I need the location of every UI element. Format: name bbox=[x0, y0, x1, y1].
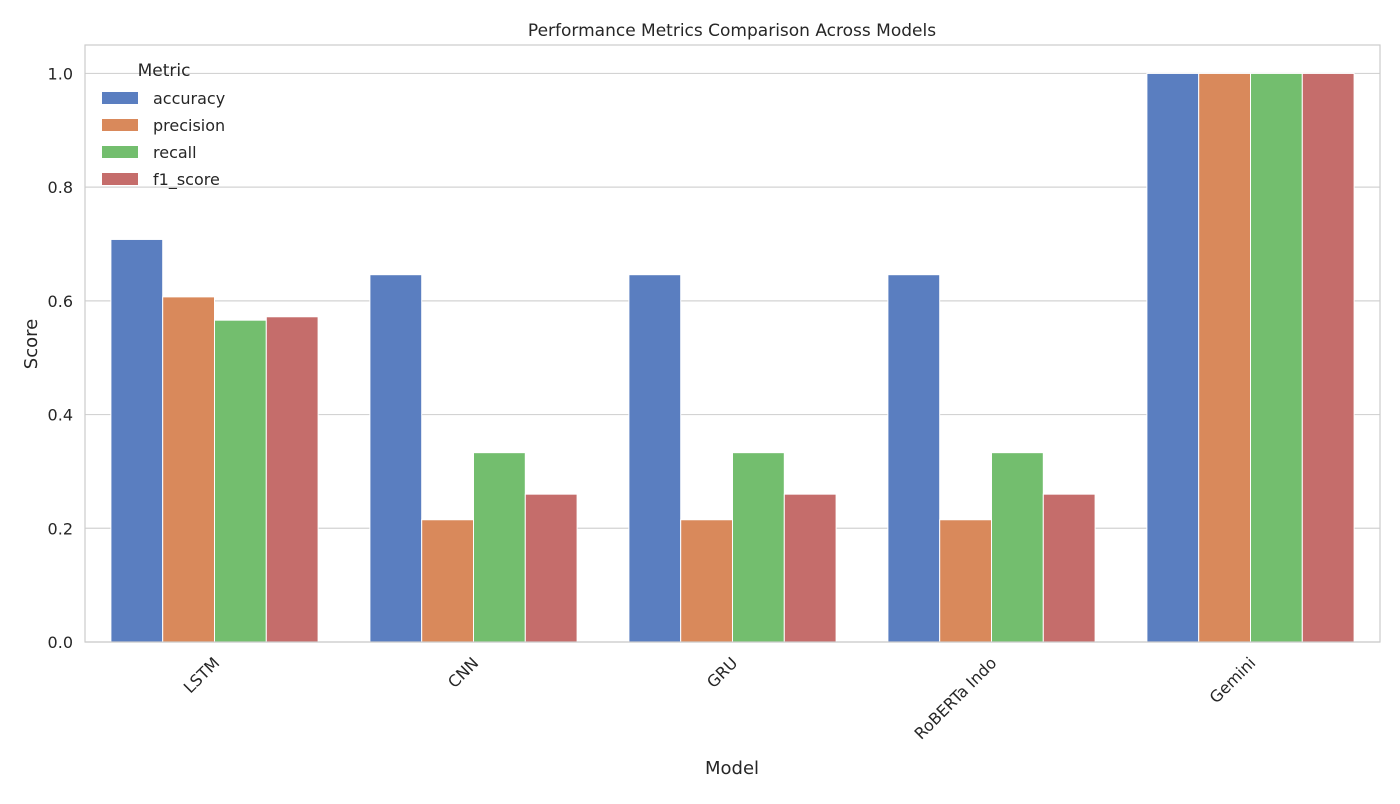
bar-precision-gemini[interactable] bbox=[1198, 72, 1251, 643]
bar-recall-cnn[interactable] bbox=[473, 452, 526, 643]
bar-accuracy-lstm[interactable] bbox=[110, 238, 164, 643]
legend-swatch bbox=[102, 92, 138, 104]
y-tick-labels: 0.0 0.2 0.4 0.6 0.8 1.0 bbox=[48, 64, 73, 652]
x-tick-labels: LSTM CNN GRU RoBERTa Indo Gemini bbox=[180, 653, 1260, 743]
bar-accuracy-gemini[interactable] bbox=[1146, 72, 1200, 643]
y-tick-label: 1.0 bbox=[48, 64, 73, 83]
bar-precision-cnn[interactable] bbox=[421, 519, 475, 643]
bar-accuracy-cnn[interactable] bbox=[369, 274, 423, 643]
plot-frame bbox=[84, 44, 1381, 643]
x-tick-label: GRU bbox=[703, 653, 741, 691]
y-axis-label: Score bbox=[21, 319, 42, 369]
chart-title: Performance Metrics Comparison Across Mo… bbox=[528, 21, 936, 41]
bar-recall-gemini[interactable] bbox=[1250, 72, 1303, 643]
legend-label: precision bbox=[153, 116, 225, 135]
bar-f1_score-roberta-indo[interactable] bbox=[1042, 493, 1096, 643]
y-tick-label: 0.4 bbox=[48, 406, 73, 425]
bar-precision-gru[interactable] bbox=[680, 519, 734, 643]
legend-label: accuracy bbox=[153, 89, 225, 108]
x-tick-label: RoBERTa Indo bbox=[910, 653, 1000, 743]
y-tick-label: 0.0 bbox=[48, 633, 73, 652]
legend-swatch bbox=[102, 119, 138, 131]
x-tick-label: CNN bbox=[444, 653, 482, 691]
legend-swatch bbox=[102, 146, 138, 158]
legend-swatch bbox=[102, 173, 138, 185]
bar-f1_score-gemini[interactable] bbox=[1301, 72, 1355, 643]
legend-label: recall bbox=[153, 143, 197, 162]
bar-f1_score-cnn[interactable] bbox=[524, 493, 578, 643]
legend-title: Metric bbox=[138, 61, 191, 81]
legend-items: accuracy precision recall f1_score bbox=[102, 89, 225, 190]
bars bbox=[110, 72, 1355, 643]
x-tick-label: Gemini bbox=[1206, 653, 1260, 707]
bar-precision-roberta-indo[interactable] bbox=[939, 519, 993, 643]
legend[interactable]: Metric accuracy precision recall f1_score bbox=[102, 61, 225, 190]
bar-recall-roberta-indo[interactable] bbox=[991, 452, 1044, 643]
bar-precision-lstm[interactable] bbox=[162, 296, 215, 643]
bar-f1_score-gru[interactable] bbox=[783, 493, 837, 643]
x-tick-label: LSTM bbox=[180, 653, 224, 697]
bar-f1_score-lstm[interactable] bbox=[265, 316, 319, 643]
bar-accuracy-roberta-indo[interactable] bbox=[887, 274, 941, 643]
x-axis-label: Model bbox=[705, 758, 759, 779]
legend-label: f1_score bbox=[153, 170, 220, 190]
y-tick-label: 0.6 bbox=[48, 292, 73, 311]
bar-accuracy-gru[interactable] bbox=[628, 274, 682, 643]
bar-recall-lstm[interactable] bbox=[214, 319, 267, 643]
y-tick-label: 0.8 bbox=[48, 178, 73, 197]
bar-recall-gru[interactable] bbox=[732, 452, 785, 643]
y-tick-label: 0.2 bbox=[48, 519, 73, 538]
